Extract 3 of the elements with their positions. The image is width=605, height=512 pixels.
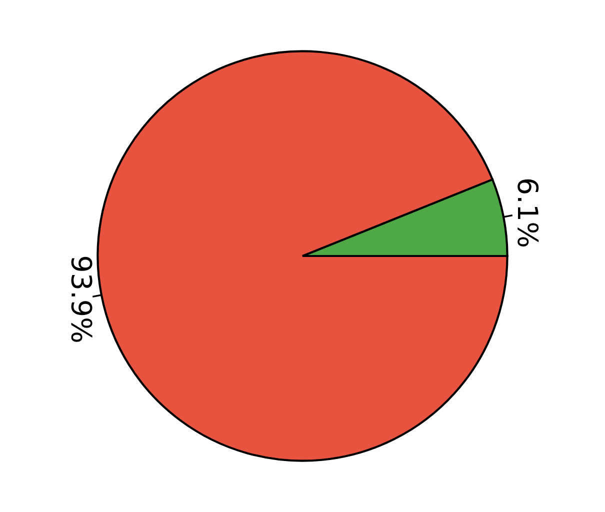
pie-slice [96,50,508,462]
data-label: 93.9% [71,256,92,342]
data-label: 6.1% [518,179,539,246]
